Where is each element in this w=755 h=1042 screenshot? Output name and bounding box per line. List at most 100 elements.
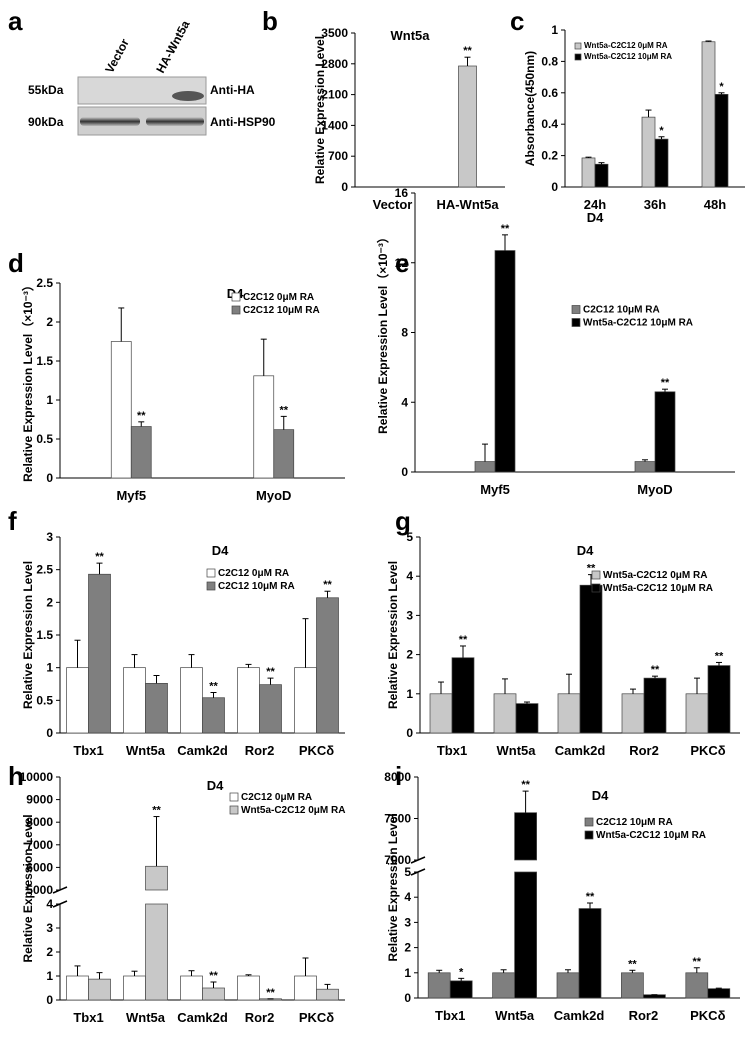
significance-label: ** <box>463 45 472 57</box>
y-tick-label: 0 <box>46 993 53 1007</box>
x-tick-label: Wnt5a <box>497 743 537 758</box>
chart: e D4 Relative Expression Level（×10⁻³） 0 4 8 12… <box>375 186 735 497</box>
significance-label: ** <box>95 551 104 563</box>
bar <box>88 573 111 734</box>
size-label: 55kDa <box>28 83 64 97</box>
x-tick-label: Ror2 <box>245 1010 275 1025</box>
chart-title: Wnt5a <box>391 28 431 43</box>
y-tick-label: 0 <box>551 180 558 194</box>
x-tick-label: PKCδ <box>690 743 725 758</box>
chart: f D4 Relative Expression Level 0 0.5 1 1.5 2 2.5… <box>8 506 345 758</box>
significance-label: ** <box>715 650 724 662</box>
y-axis-title: Relative Expression Level <box>313 36 327 184</box>
significance-label: ** <box>323 579 332 591</box>
y-tick-label: 1 <box>406 687 413 701</box>
significance-label: ** <box>521 779 530 791</box>
y-tick-label: 4 <box>46 897 53 911</box>
bar <box>237 975 260 1001</box>
bar <box>458 65 477 188</box>
legend-label: Wnt5a-C2C12 10μM RA <box>584 52 672 61</box>
bar <box>714 94 729 188</box>
blot-band <box>172 91 204 101</box>
bar <box>145 682 168 734</box>
bar <box>556 972 580 999</box>
bar <box>641 116 656 188</box>
y-tick-label: 2 <box>46 945 53 959</box>
bar <box>578 908 602 999</box>
x-tick-label: Camk2d <box>177 1010 228 1025</box>
y-tick-label: 3 <box>46 921 53 935</box>
legend-label: Wnt5a-C2C12 0μM RA <box>584 41 668 50</box>
chart: g D4 Relative Expression Level 0 1 2 3 4 5 Tbx1 Wn… <box>386 506 740 758</box>
bar <box>493 693 517 734</box>
panel-letter: i <box>395 761 402 791</box>
bar <box>594 163 609 188</box>
bar <box>621 693 645 734</box>
legend-swatch <box>584 830 594 840</box>
y-tick-label: 2 <box>46 315 53 329</box>
y-tick-label: 0.8 <box>541 54 558 68</box>
y-tick-label: 1400 <box>321 118 348 132</box>
bar <box>515 703 539 734</box>
x-tick-label: 48h <box>704 197 726 212</box>
legend-swatch <box>231 305 241 315</box>
chart: dD4Relative Expression Level（×10⁻³）00.51… <box>8 248 345 503</box>
bar <box>259 684 282 734</box>
bar <box>654 391 676 473</box>
bar <box>130 426 152 479</box>
bar <box>145 865 168 891</box>
y-tick-label: 3 <box>404 915 411 929</box>
legend-swatch <box>574 42 582 50</box>
bar <box>273 429 295 479</box>
y-tick-label: 2800 <box>321 57 348 71</box>
lane-label: Vector <box>102 36 132 75</box>
y-tick-label: 0.5 <box>36 432 53 446</box>
y-axis-title: Relative Expression Level（×10⁻³） <box>375 231 390 434</box>
x-tick-label: Tbx1 <box>437 743 467 758</box>
y-tick-label: 7000 <box>26 838 53 852</box>
y-axis-title: Absorbance(450nm) <box>523 51 537 166</box>
bar <box>316 597 339 734</box>
x-tick-label: Ror2 <box>245 743 275 758</box>
y-tick-label: 2.5 <box>36 563 53 577</box>
y-tick-label: 16 <box>395 186 409 200</box>
bar <box>451 657 475 734</box>
antibody-label: Anti-HSP90 <box>210 115 276 129</box>
bar <box>145 903 168 1001</box>
significance-label: ** <box>137 410 146 422</box>
x-tick-label: Camk2d <box>177 743 228 758</box>
y-tick-label: 0 <box>46 471 53 485</box>
significance-label: ** <box>152 805 161 817</box>
y-tick-label: 0 <box>341 180 348 194</box>
panel-letter: f <box>8 506 17 536</box>
chart-title: D4 <box>592 788 609 803</box>
significance-label: ** <box>209 970 218 982</box>
y-tick-label: 2 <box>46 595 53 609</box>
bar <box>253 375 275 479</box>
significance-label: * <box>659 125 664 137</box>
panel-letter: h <box>8 761 24 791</box>
bar <box>621 972 644 999</box>
legend-label: C2C12 0μM RA <box>218 568 289 579</box>
legend-label: C2C12 0μM RA <box>241 792 312 803</box>
chart-title: D4 <box>577 543 594 558</box>
antibody-label: Anti-HA <box>210 83 255 97</box>
legend-label: C2C12 10μM RA <box>596 817 673 828</box>
bar <box>707 988 731 999</box>
legend-swatch <box>231 292 241 302</box>
legend-label: C2C12 0μM RA <box>243 292 314 303</box>
y-tick-label: 1 <box>551 23 558 37</box>
y-tick-label: 0 <box>46 726 53 740</box>
bar <box>110 341 132 479</box>
bar <box>701 41 716 188</box>
legend-label: Wnt5a-C2C12 10μM RA <box>583 318 693 329</box>
x-tick-label: 24h <box>584 197 606 212</box>
y-tick-label: 2 <box>404 941 411 955</box>
legend-swatch <box>571 305 581 314</box>
x-tick-label: Ror2 <box>629 743 659 758</box>
significance-label: ** <box>279 404 288 416</box>
legend-label: Wnt5a-C2C12 10μM RA <box>596 830 706 841</box>
blot-band <box>80 117 140 126</box>
x-tick-label: MyoD <box>637 482 672 497</box>
